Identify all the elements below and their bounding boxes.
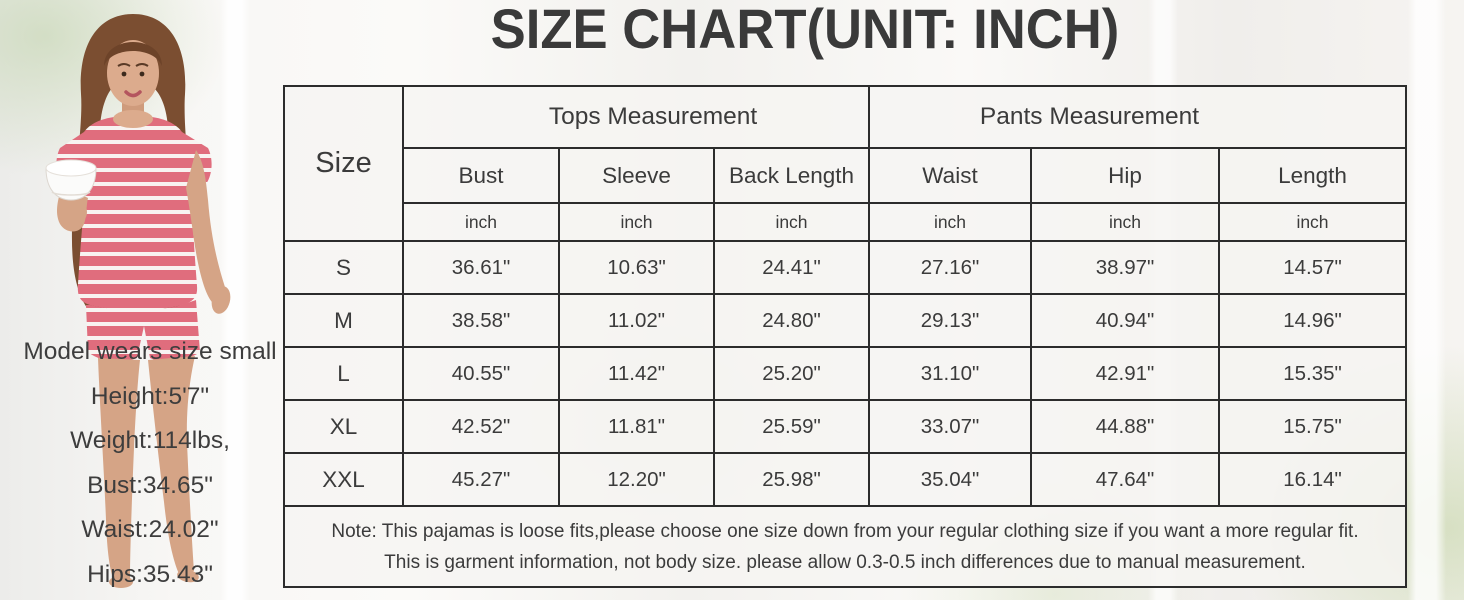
model-info-line: Waist:24.02" (81, 516, 219, 543)
model-info-line: Bust:34.65" (87, 471, 213, 499)
note-line-2: This is garment information, not body si… (384, 551, 1306, 573)
value-cell: 24.80" (713, 293, 870, 348)
value-cell: 33.07" (868, 399, 1032, 454)
sleeve-column-header: Sleeve (558, 147, 715, 204)
value-cell: 40.94" (1030, 293, 1220, 348)
unit-cell: inch (402, 202, 560, 242)
size-label-cell: XL (283, 399, 404, 454)
value-cell: 25.59" (713, 399, 870, 454)
page-title: SIZE CHART(UNIT: INCH) (490, 0, 1120, 60)
value-cell: 44.88" (1030, 399, 1220, 454)
table-row: L 40.55" 11.42" 25.20" 31.10" 42.91" 15.… (283, 346, 1407, 401)
model-illustration (45, 14, 231, 588)
value-cell: 10.63" (558, 240, 715, 295)
table-row: M 38.58" 11.02" 24.80" 29.13" 40.94" 14.… (283, 293, 1407, 348)
pants-measurement-header: Pants Measurement (868, 85, 1407, 149)
size-label-cell: XXL (283, 452, 404, 507)
value-cell: 24.41" (713, 240, 870, 295)
table-row: XXL 45.27" 12.20" 25.98" 35.04" 47.64" 1… (283, 452, 1407, 507)
value-cell: 31.10" (868, 346, 1032, 401)
value-cell: 27.16" (868, 240, 1032, 295)
value-cell: 12.20" (558, 452, 715, 507)
hip-column-header: Hip (1030, 147, 1220, 204)
value-cell: 38.97" (1030, 240, 1220, 295)
length-column-header: Length (1218, 147, 1407, 204)
value-cell: 40.55" (402, 346, 560, 401)
unit-cell: inch (713, 202, 870, 242)
unit-cell: inch (868, 202, 1032, 242)
value-cell: 42.91" (1030, 346, 1220, 401)
model-photo: Model wears size small Height:5'7" Weigh… (0, 0, 292, 600)
value-cell: 11.02" (558, 293, 715, 348)
bust-column-header: Bust (402, 147, 560, 204)
size-label-cell: L (283, 346, 404, 401)
model-info: Model wears size small Height:5'7" Weigh… (14, 330, 286, 597)
value-cell: 15.75" (1218, 399, 1407, 454)
value-cell: 42.52" (402, 399, 560, 454)
value-cell: 47.64" (1030, 452, 1220, 507)
value-cell: 25.98" (713, 452, 870, 507)
table-row: S 36.61" 10.63" 24.41" 27.16" 38.97" 14.… (283, 240, 1407, 295)
table-row: XL 42.52" 11.81" 25.59" 33.07" 44.88" 15… (283, 399, 1407, 454)
tops-measurement-header: Tops Measurement (402, 85, 870, 149)
waist-column-header: Waist (868, 147, 1032, 204)
value-cell: 36.61" (402, 240, 560, 295)
value-cell: 25.20" (713, 346, 870, 401)
value-cell: 15.35" (1218, 346, 1407, 401)
note-cell: Note: This pajamas is loose fits,please … (283, 505, 1407, 588)
value-cell: 29.13" (868, 293, 1032, 348)
note-row: Note: This pajamas is loose fits,please … (283, 505, 1407, 588)
size-label-cell: S (283, 240, 404, 295)
value-cell: 14.96" (1218, 293, 1407, 348)
model-info-line: Weight:114lbs, (70, 427, 230, 454)
size-label-cell: M (283, 293, 404, 348)
back-length-column-header: Back Length (713, 147, 870, 204)
model-info-line: Model wears size small (23, 338, 277, 365)
unit-cell: inch (1218, 202, 1407, 242)
value-cell: 11.42" (558, 346, 715, 401)
model-info-line: Height:5'7" (90, 382, 210, 410)
value-cell: 38.58" (402, 293, 560, 348)
value-cell: 16.14" (1218, 452, 1407, 507)
model-info-line: Hips:35.43" (87, 560, 213, 588)
unit-cell: inch (1030, 202, 1220, 242)
size-chart-table: Size Tops Measurement Pants Measurement … (283, 85, 1407, 588)
value-cell: 14.57" (1218, 240, 1407, 295)
size-column-header: Size (283, 85, 404, 242)
value-cell: 45.27" (402, 452, 560, 507)
unit-cell: inch (558, 202, 715, 242)
note-line-1: Note: This pajamas is loose fits,please … (331, 520, 1359, 542)
value-cell: 35.04" (868, 452, 1032, 507)
value-cell: 11.81" (558, 399, 715, 454)
